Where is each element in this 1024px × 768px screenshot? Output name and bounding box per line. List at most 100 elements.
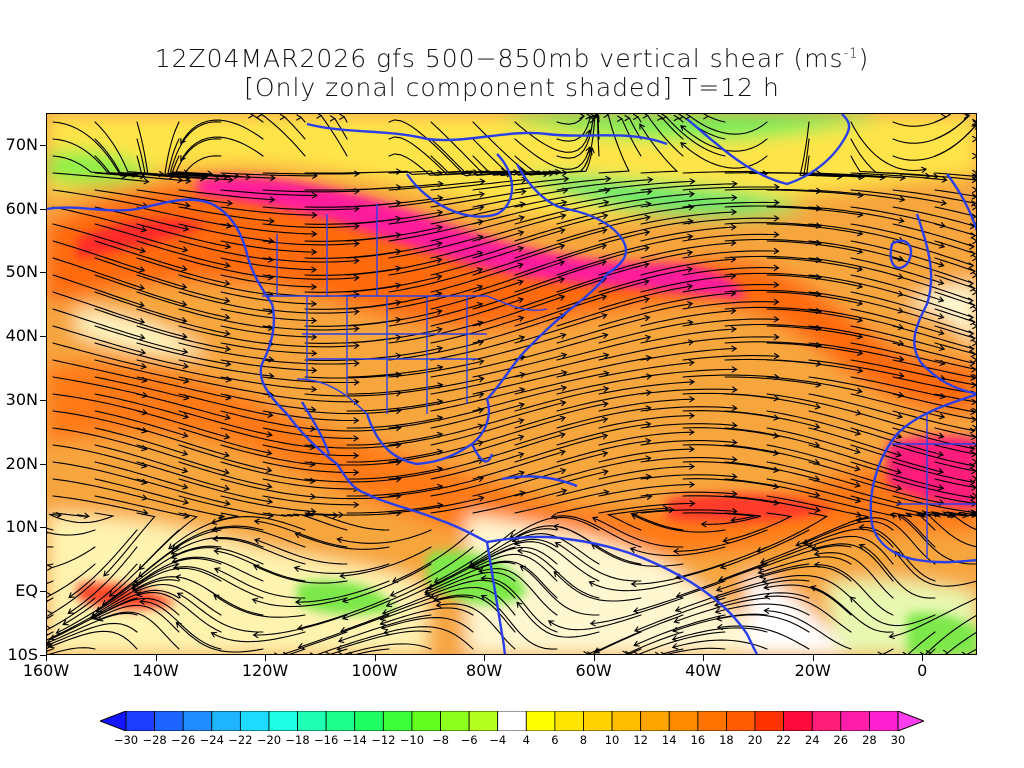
lon-tick bbox=[593, 655, 595, 661]
colorbar-cell bbox=[325, 711, 356, 731]
colorbar-label: −22 bbox=[228, 733, 253, 747]
colorbar-cell bbox=[640, 711, 670, 731]
colorbar-cell bbox=[239, 711, 270, 731]
border-us-mexico bbox=[296, 378, 368, 415]
lat-tick bbox=[40, 208, 46, 210]
colorbar-label: −24 bbox=[199, 733, 224, 747]
colorbar-label: −4 bbox=[489, 733, 507, 747]
colorbar-label: 22 bbox=[776, 733, 791, 747]
colorbar-label: 20 bbox=[747, 733, 763, 747]
colorbar-label: −30 bbox=[113, 733, 139, 747]
colorbar-label: −26 bbox=[171, 733, 196, 747]
coastline-south-america bbox=[486, 535, 759, 654]
colorbar-cells bbox=[100, 711, 924, 731]
lon-label-100w: 100W bbox=[351, 661, 398, 680]
colorbar bbox=[100, 711, 924, 731]
colorbar-cell bbox=[497, 711, 527, 731]
lat-tick bbox=[40, 463, 46, 465]
shading-greenland-green bbox=[507, 114, 877, 141]
colorbar-cell bbox=[611, 711, 642, 731]
lon-label-140w: 140W bbox=[132, 661, 179, 680]
colorbar-label: −18 bbox=[285, 733, 310, 747]
colorbar-label: −10 bbox=[399, 733, 425, 747]
border-us-states-grid bbox=[302, 296, 487, 414]
colorbar-label: 4 bbox=[522, 733, 530, 747]
coastline-arctic-islands bbox=[306, 122, 668, 146]
colorbar-cell bbox=[154, 711, 184, 731]
lon-tick bbox=[374, 655, 376, 661]
lat-tick bbox=[40, 655, 46, 656]
colorbar-cell bbox=[382, 711, 413, 731]
colorbar-label: 24 bbox=[804, 733, 820, 747]
title-text: 12Z04MAR2026 gfs 500−850mb vertical shea… bbox=[154, 44, 844, 73]
colorbar-label: 16 bbox=[690, 733, 706, 747]
coastline-canada-east bbox=[515, 163, 628, 275]
coastline-hudson-bay bbox=[406, 153, 514, 218]
colorbar-label: 18 bbox=[719, 733, 734, 747]
lon-tick bbox=[46, 655, 47, 661]
coastline-greenland bbox=[686, 114, 851, 186]
colorbar-cell bbox=[468, 711, 499, 731]
colorbar-cell bbox=[554, 711, 584, 731]
lat-label-70n: 70N bbox=[5, 134, 38, 154]
coastlines bbox=[47, 114, 976, 654]
lat-tick bbox=[40, 336, 46, 338]
lat-tick bbox=[40, 527, 46, 529]
border-africa-countries bbox=[892, 414, 976, 559]
colorbar-cell bbox=[754, 711, 785, 731]
colorbar-label: 26 bbox=[833, 733, 849, 747]
lon-tick bbox=[812, 655, 814, 661]
colorbar-label: −28 bbox=[142, 733, 167, 747]
lat-label-10n: 10N bbox=[5, 517, 38, 537]
coastline-gulf-of-mexico bbox=[365, 398, 491, 466]
colorbar-cell bbox=[411, 711, 441, 731]
shading-africa-jet-magenta bbox=[887, 435, 976, 509]
shading-jet-band bbox=[47, 182, 976, 414]
colorbar-left-arrow bbox=[100, 711, 127, 731]
shading-east-pacific-green bbox=[297, 580, 397, 615]
colorbar-cell bbox=[583, 711, 613, 731]
coastline-south-america-west bbox=[485, 541, 507, 654]
shading-pacific-red bbox=[77, 219, 207, 259]
lat-tick bbox=[40, 399, 46, 401]
streamline-set bbox=[47, 114, 976, 654]
coastline-north-america-west bbox=[259, 303, 368, 496]
colorbar-cell bbox=[783, 711, 813, 731]
colorbar-cell bbox=[525, 711, 556, 731]
colorbar-label: −12 bbox=[371, 733, 396, 747]
colorbar-cell bbox=[840, 711, 870, 731]
streamlines bbox=[47, 114, 976, 654]
lat-label-10s: 10S bbox=[7, 645, 38, 664]
coastline-baja bbox=[300, 401, 331, 455]
lat-label-30n: 30N bbox=[5, 389, 38, 409]
coastline-central-america bbox=[366, 492, 488, 544]
colorbar-label: −14 bbox=[342, 733, 367, 747]
lon-label-60w: 60W bbox=[575, 661, 612, 680]
colorbar-label: 10 bbox=[604, 733, 620, 747]
border-canada-provinces bbox=[276, 204, 378, 296]
lon-label-20w: 20W bbox=[794, 661, 831, 680]
colorbar-label: 30 bbox=[890, 733, 906, 747]
lon-label-40w: 40W bbox=[685, 661, 722, 680]
lat-tick bbox=[40, 144, 46, 146]
shear-map-svg bbox=[47, 114, 976, 654]
colorbar-label: 8 bbox=[579, 733, 588, 747]
lat-label-40n: 40N bbox=[5, 326, 38, 346]
colorbar-cell bbox=[726, 711, 756, 731]
colorbar-cell bbox=[668, 711, 699, 731]
colorbar-cell bbox=[697, 711, 727, 731]
coastline-scandinavia bbox=[946, 173, 976, 232]
coastline-western-europe bbox=[913, 213, 976, 395]
colorbar-label: 6 bbox=[551, 733, 559, 747]
lon-tick bbox=[922, 655, 924, 661]
colorbar-label: −8 bbox=[432, 733, 449, 747]
coastline-alaska bbox=[47, 198, 273, 305]
colorbar-cell bbox=[869, 711, 899, 731]
coastline-florida bbox=[470, 443, 494, 463]
political-borders bbox=[262, 204, 976, 559]
colorbar-cell bbox=[297, 711, 327, 731]
colorbar-label: −20 bbox=[256, 733, 282, 747]
lat-label-50n: 50N bbox=[5, 262, 38, 282]
lon-label-80w: 80W bbox=[466, 661, 503, 680]
shading-ne-pacific-pale bbox=[77, 309, 207, 356]
